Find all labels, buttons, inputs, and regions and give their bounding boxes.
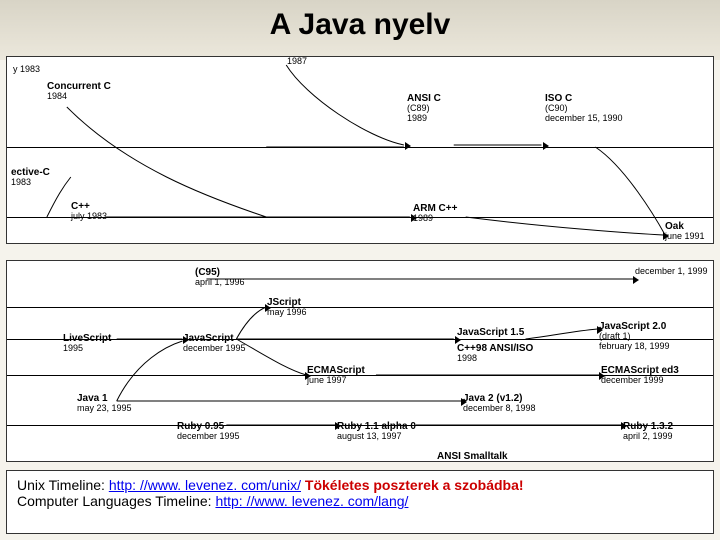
- timeline-track: [7, 217, 713, 218]
- timeline-node: ISO C(C90)december 15, 1990: [545, 93, 623, 124]
- timeline-node: ANSI C(C89)1989: [407, 93, 441, 124]
- timeline-node: 1987: [287, 57, 307, 67]
- timeline-node: C++july 1983: [71, 201, 107, 222]
- timeline-node: y 1983: [13, 65, 40, 75]
- page-title: A Java nyelv: [0, 0, 720, 42]
- timeline-node: JavaScriptdecember 1995: [183, 333, 246, 354]
- timeline-panel-top: y 1983 Concurrent C1984 1987 ANSI C(C89)198…: [6, 56, 714, 244]
- timeline-node: Ruby 1.1 alpha 0august 13, 1997: [337, 421, 416, 442]
- footer-highlight: Tökéletes poszterek a szobádba!: [305, 477, 524, 493]
- timeline-node: Java 2 (v1.2)december 8, 1998: [463, 393, 536, 414]
- footer-line2-label: Computer Languages Timeline:: [17, 493, 215, 509]
- timeline-node: ANSI Smalltalk: [437, 451, 508, 462]
- timeline-node: ective-C1983: [11, 167, 50, 188]
- timeline-node: Concurrent C1984: [47, 81, 111, 102]
- timeline-node: ECMAScript ed3december 1999: [601, 365, 679, 386]
- arrow-head: [543, 142, 549, 150]
- arrow-head: [405, 142, 411, 150]
- timeline-node: JScriptmay 1996: [267, 297, 307, 318]
- footer-box: Unix Timeline: http: //www. levenez. com…: [6, 470, 714, 534]
- timeline-track: [7, 307, 713, 308]
- timeline-node: Java 1may 23, 1995: [77, 393, 132, 414]
- footer-line1-label: Unix Timeline:: [17, 477, 109, 493]
- timeline-track: [7, 147, 713, 148]
- lang-timeline-link[interactable]: http: //www. levenez. com/lang/: [215, 493, 408, 509]
- timeline-node: JavaScript 1.5: [457, 327, 524, 338]
- arrow-head: [633, 276, 639, 284]
- timeline-panel-bottom: (C95)april 1, 1996 december 1, 1999 JScrip…: [6, 260, 714, 462]
- unix-timeline-link[interactable]: http: //www. levenez. com/unix/: [109, 477, 301, 493]
- timeline-node: Oakjune 1991: [665, 221, 705, 242]
- timeline-node: december 1, 1999: [635, 267, 708, 277]
- connection-curves: [7, 57, 713, 243]
- timeline-node: Ruby 1.3.2april 2, 1999: [623, 421, 673, 442]
- timeline-node: LiveScript1995: [63, 333, 111, 354]
- timeline-node: ECMAScriptjune 1997: [307, 365, 365, 386]
- timeline-node: C++98 ANSI/ISO1998: [457, 343, 533, 364]
- timeline-node: JavaScript 2.0(draft 1)february 18, 1999: [599, 321, 670, 352]
- timeline-node: Ruby 0.95december 1995: [177, 421, 240, 442]
- timeline-node: ARM C++1989: [413, 203, 457, 224]
- timeline-node: (C95)april 1, 1996: [195, 267, 245, 288]
